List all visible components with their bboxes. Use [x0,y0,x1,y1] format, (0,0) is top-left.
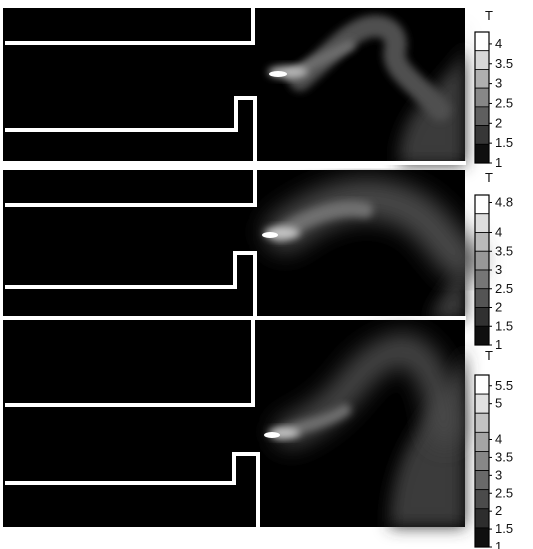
colorbar-swatch [474,470,490,491]
colorbar-swatch [474,527,490,548]
colorbar-swatch [474,451,490,471]
colorbar-swatch [474,69,490,89]
colorbar-swatch [474,325,490,346]
colorbar-tick-label: 4 [495,432,502,447]
colorbar-tick-label: 5 [495,396,502,411]
colorbar: T 1 1.5 2 2.5 3 3.5 4 4.8 [474,170,513,352]
colorbar-tick-label: 2 [495,115,502,130]
colorbar-tick-label: 3.5 [495,449,513,464]
geometry-walls [5,320,260,527]
colorbar-tick-label: 3 [495,467,502,482]
colorbar-swatch [474,412,490,433]
colorbar-tick-label: 3.5 [495,243,513,258]
geometry-walls [3,8,466,165]
colorbar-title: T [485,348,493,363]
colorbar-swatch [474,143,490,164]
colorbar-swatch [474,50,490,70]
colorbar: T 1 1.5 2 2.5 3 3.5 4 5 5.5 [474,348,513,549]
temperature-plume [262,179,480,320]
colorbar-tick-label: 1 [495,155,502,170]
colorbar-tick-label: 1.5 [495,135,513,150]
colorbar-tick-label: 2 [495,300,502,315]
colorbar-tick-label: 2.5 [495,281,513,296]
temperature-plume [268,15,466,165]
colorbar-tick-label: 2.5 [495,485,513,500]
colorbar-tick-label: 4.8 [495,195,513,210]
colorbar-swatch [474,31,490,52]
colorbar-tick-label: 2.5 [495,95,513,110]
colorbar-swatch [474,288,490,308]
colorbar-swatch [474,232,490,252]
colorbar-frame [474,374,490,548]
colorbar-tick-label: 3.5 [495,56,513,71]
colorbar-frame [474,31,490,164]
colorbar-title: T [485,170,493,185]
colorbar-swatch [474,431,490,452]
colorbar-swatch [474,125,490,145]
colorbar-tick-label: 3 [495,262,502,277]
colorbar-swatch [474,489,490,510]
colorbar-swatch [474,374,490,395]
colorbar-swatch [474,213,490,233]
colorbar-swatch [474,106,490,126]
colorbar-tick-label: 5.5 [495,378,513,393]
colorbar-swatch [474,393,490,414]
colorbar-tick-label: 2 [495,503,502,518]
colorbar-swatch [474,307,490,327]
colorbar-tick-label: 1.5 [495,521,513,536]
colorbar-tick-label: 3 [495,76,502,91]
colorbar-swatch [474,250,490,271]
colorbar-swatch [474,194,490,215]
colorbar-tick-label: 4 [495,225,502,240]
colorbar-title: T [485,8,493,23]
colorbar-tick-label: 1.5 [495,318,513,333]
colorbar-tick-label: 1 [495,539,502,549]
colorbar-tick-label: 4 [495,36,502,51]
colorbar-swatch [474,269,490,290]
colorbar-tick-label: 1 [495,337,502,352]
contour-panel-2: T 1 1.5 2 2.5 3 3.5 4 4.8 [3,170,513,352]
colorbar: T 1 1.5 2 2.5 3 3.5 4 [474,8,513,170]
temperature-plume [264,334,465,527]
colorbar-swatch [474,508,490,529]
geometry-walls [3,170,466,320]
colorbar-swatch [474,87,490,108]
contour-panel-1: T 1 1.5 2 2.5 3 3.5 4 [3,8,513,170]
